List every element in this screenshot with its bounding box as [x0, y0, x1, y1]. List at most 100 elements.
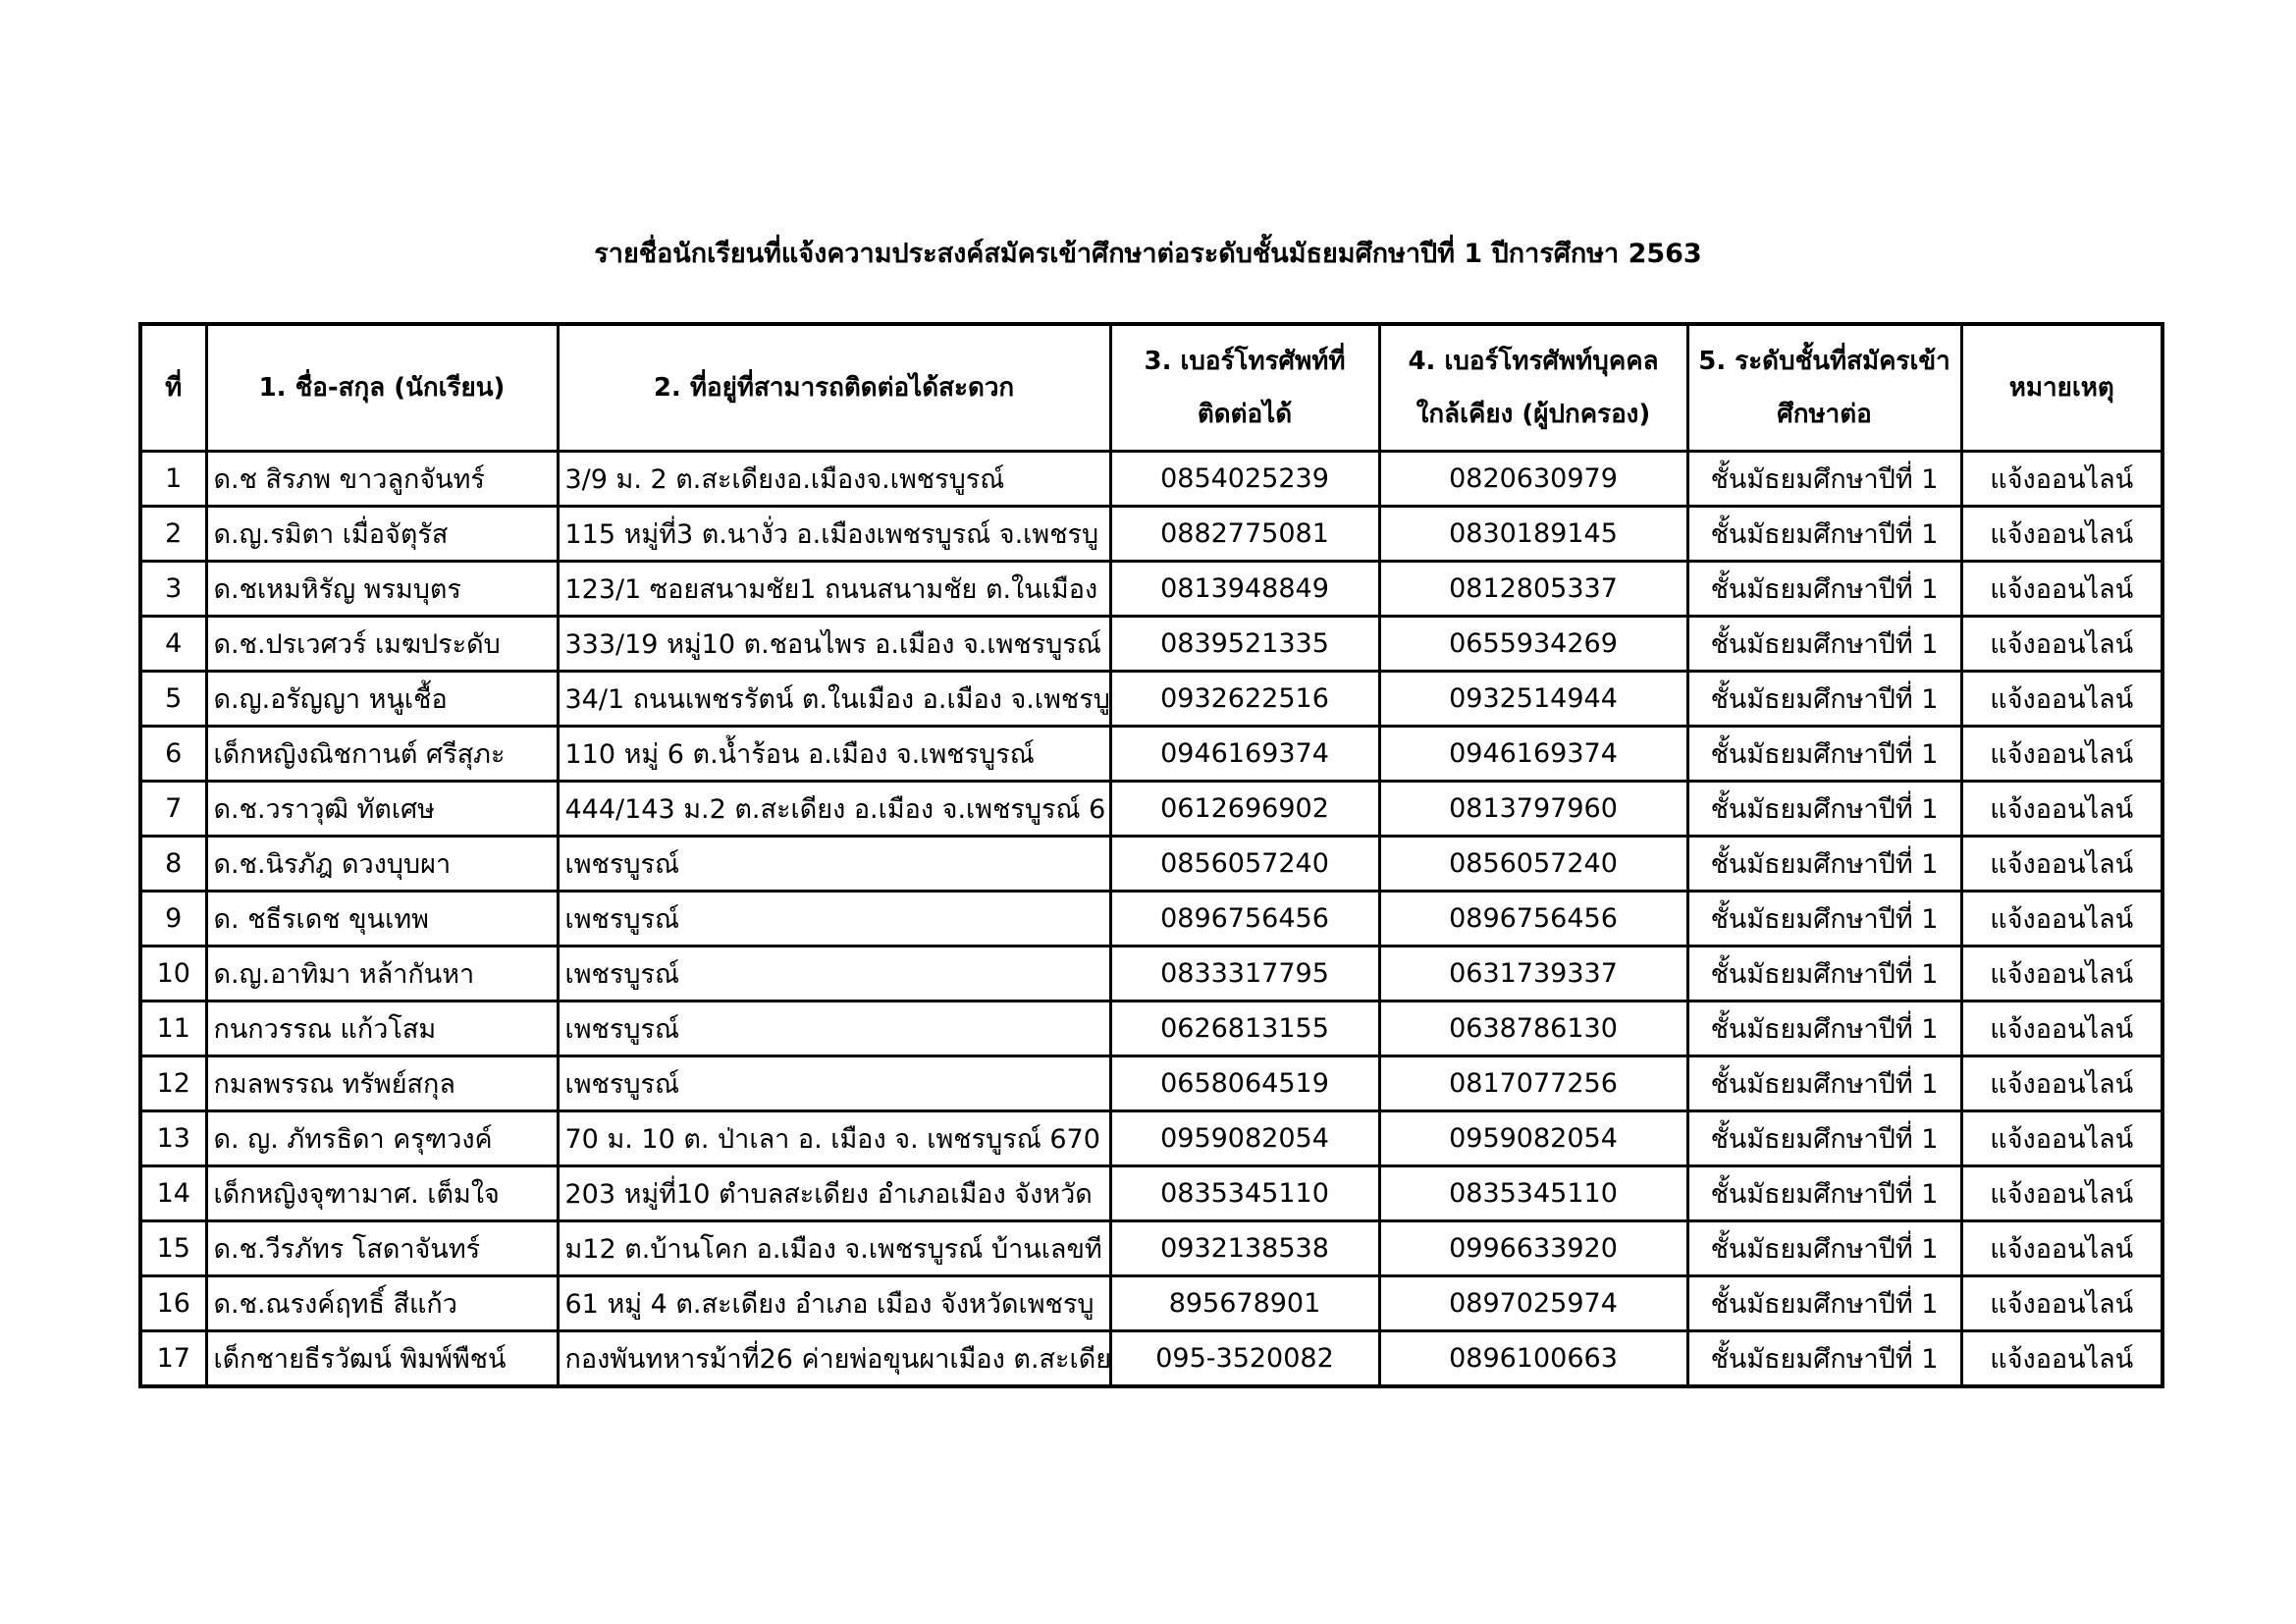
table-row: 12 กมลพรรณ ทรัพย์สกุล เพชรบูรณ์ 0658064519 0…	[138, 1055, 2164, 1112]
cell-remark: แจ้งออนไลน์	[1959, 1164, 2164, 1222]
table-row: 3 ด.ชเหมหิรัญ พรมบุตร 123/1 ซอยสนามชัย1 ถน…	[138, 560, 2164, 618]
cell-address: 110 หมู่ 6 ต.น้ำร้อน อ.เมือง จ.เพชรบูรณ์	[556, 725, 1112, 783]
cell-address: 70 ม. 10 ต. ป่าเลา อ. เมือง จ. เพชรบูรณ์…	[556, 1110, 1112, 1167]
cell-guardian-phone: 0897025974	[1377, 1274, 1689, 1332]
cell-grade-applied: ชั้นมัธยมศึกษาปีที่ 1	[1685, 1219, 1963, 1277]
cell-grade-applied: ชั้นมัธยมศึกษาปีที่ 1	[1685, 670, 1963, 728]
table-row: 7 ด.ช.วราวุฒิ ทัตเศษ 444/143 ม.2 ต.สะเดียง…	[138, 780, 2164, 838]
cell-guardian-phone: 0835345110	[1377, 1164, 1689, 1222]
cell-phone: 0658064519	[1108, 1055, 1381, 1112]
cell-address: เพชรบูรณ์	[556, 890, 1112, 947]
cell-student-name: เด็กหญิงณิชกานต์ ศรีสุภะ	[204, 725, 560, 783]
cell-index: 17	[138, 1329, 208, 1388]
cell-address: 444/143 ม.2 ต.สะเดียง อ.เมือง จ.เพชรบูรณ…	[556, 780, 1112, 838]
cell-index: 14	[138, 1164, 208, 1222]
cell-index: 11	[138, 1000, 208, 1057]
cell-student-name: ด.ช สิรภพ ขาวลูกจันทร์	[204, 450, 560, 508]
cell-address: เพชรบูรณ์	[556, 1055, 1112, 1112]
cell-index: 5	[138, 670, 208, 728]
cell-guardian-phone: 0896100663	[1377, 1329, 1689, 1388]
cell-guardian-phone: 0959082054	[1377, 1110, 1689, 1167]
cell-student-name: ด.ญ.อรัญญา หนูเชื้อ	[204, 670, 560, 728]
cell-address: 115 หมู่ที่3 ต.นางั่ว อ.เมืองเพชรบูรณ์ จ…	[556, 505, 1112, 563]
cell-index: 2	[138, 505, 208, 563]
column-header-remark: หมายเหตุ	[1959, 322, 2164, 453]
cell-remark: แจ้งออนไลน์	[1959, 725, 2164, 783]
table-row: 8 ด.ช.นิรภัฎ ดวงบุบผา เพชรบูรณ์ 0856057240 0…	[138, 835, 2164, 893]
table-row: 13 ด. ญ. ภัทรธิดา ครุฑวงค์ 70 ม. 10 ต. ป่า…	[138, 1110, 2164, 1167]
cell-phone: 895678901	[1108, 1274, 1381, 1332]
cell-student-name: ด.ญ.รมิตา เมื่อจัตุรัส	[204, 505, 560, 563]
cell-grade-applied: ชั้นมัธยมศึกษาปีที่ 1	[1685, 560, 1963, 618]
cell-address: 203 หมู่ที่10 ตำบลสะเดียง อำเภอเมือง จัง…	[556, 1164, 1112, 1222]
cell-remark: แจ้งออนไลน์	[1959, 1110, 2164, 1167]
column-header-student-name: 1. ชื่อ-สกุล (นักเรียน)	[204, 322, 560, 453]
cell-guardian-phone: 0996633920	[1377, 1219, 1689, 1277]
cell-phone: 0835345110	[1108, 1164, 1381, 1222]
cell-phone: 0946169374	[1108, 725, 1381, 783]
table-row: 2 ด.ญ.รมิตา เมื่อจัตุรัส 115 หมู่ที่3 ต.นา…	[138, 505, 2164, 563]
cell-remark: แจ้งออนไลน์	[1959, 615, 2164, 673]
cell-index: 9	[138, 890, 208, 947]
cell-index: 13	[138, 1110, 208, 1167]
cell-grade-applied: ชั้นมัธยมศึกษาปีที่ 1	[1685, 1000, 1963, 1057]
cell-phone: 0612696902	[1108, 780, 1381, 838]
cell-phone: 0839521335	[1108, 615, 1381, 673]
cell-remark: แจ้งออนไลน์	[1959, 890, 2164, 947]
cell-index: 15	[138, 1219, 208, 1277]
cell-student-name: ด.ช.นิรภัฎ ดวงบุบผา	[204, 835, 560, 893]
page-title: รายชื่อนักเรียนที่แจ้งความประสงค์สมัครเข…	[594, 239, 1702, 269]
cell-index: 8	[138, 835, 208, 893]
cell-address: ม12 ต.บ้านโคก อ.เมือง จ.เพชรบูรณ์ บ้านเล…	[556, 1219, 1112, 1277]
cell-address: 3/9 ม. 2 ต.สะเดียงอ.เมืองจ.เพชรบูรณ์	[556, 450, 1112, 508]
cell-grade-applied: ชั้นมัธยมศึกษาปีที่ 1	[1685, 780, 1963, 838]
cell-phone: 0833317795	[1108, 945, 1381, 1002]
cell-index: 6	[138, 725, 208, 783]
cell-student-name: กมลพรรณ ทรัพย์สกุล	[204, 1055, 560, 1112]
table-row: 11 กนกวรรณ แก้วโสม เพชรบูรณ์ 0626813155 0638…	[138, 1000, 2164, 1057]
table-row: 9 ด. ชธีรเดช ขุนเทพ เพชรบูรณ์ 0896756456 089…	[138, 890, 2164, 947]
cell-student-name: ด.ญ.อาทิมา หล้ากันหา	[204, 945, 560, 1002]
table-row: 10 ด.ญ.อาทิมา หล้ากันหา เพชรบูรณ์ 083331779…	[138, 945, 2164, 1002]
cell-remark: แจ้งออนไลน์	[1959, 1329, 2164, 1388]
cell-student-name: กนกวรรณ แก้วโสม	[204, 1000, 560, 1057]
cell-grade-applied: ชั้นมัธยมศึกษาปีที่ 1	[1685, 835, 1963, 893]
cell-student-name: เด็กหญิงจุฑามาศ. เต็มใจ	[204, 1164, 560, 1222]
cell-guardian-phone: 0631739337	[1377, 945, 1689, 1002]
cell-grade-applied: ชั้นมัธยมศึกษาปีที่ 1	[1685, 505, 1963, 563]
cell-student-name: ด.ช.ปรเวศวร์ เมฆประดับ	[204, 615, 560, 673]
cell-student-name: เด็กชายธีรวัฒน์ พิมพ์พืชน์	[204, 1329, 560, 1388]
cell-guardian-phone: 0813797960	[1377, 780, 1689, 838]
cell-index: 10	[138, 945, 208, 1002]
cell-grade-applied: ชั้นมัธยมศึกษาปีที่ 1	[1685, 1329, 1963, 1388]
cell-grade-applied: ชั้นมัธยมศึกษาปีที่ 1	[1685, 450, 1963, 508]
cell-remark: แจ้งออนไลน์	[1959, 1219, 2164, 1277]
cell-remark: แจ้งออนไลน์	[1959, 1274, 2164, 1332]
cell-grade-applied: ชั้นมัธยมศึกษาปีที่ 1	[1685, 1164, 1963, 1222]
cell-guardian-phone: 0946169374	[1377, 725, 1689, 783]
table-row: 15 ด.ช.วีรภัทร โสดาจันทร์ ม12 ต.บ้านโคก อ.…	[138, 1219, 2164, 1277]
cell-student-name: ด.ช.วีรภัทร โสดาจันทร์	[204, 1219, 560, 1277]
cell-remark: แจ้งออนไลน์	[1959, 1000, 2164, 1057]
cell-remark: แจ้งออนไลน์	[1959, 560, 2164, 618]
cell-address: เพชรบูรณ์	[556, 945, 1112, 1002]
cell-grade-applied: ชั้นมัธยมศึกษาปีที่ 1	[1685, 615, 1963, 673]
cell-phone: 0932138538	[1108, 1219, 1381, 1277]
cell-address: เพชรบูรณ์	[556, 835, 1112, 893]
column-header-grade-applied: 5. ระดับชั้นที่สมัครเข้าศึกษาต่อ	[1685, 322, 1963, 453]
cell-guardian-phone: 0638786130	[1377, 1000, 1689, 1057]
cell-student-name: ด.ชเหมหิรัญ พรมบุตร	[204, 560, 560, 618]
cell-student-name: ด. ญ. ภัทรธิดา ครุฑวงค์	[204, 1110, 560, 1167]
cell-phone: 0882775081	[1108, 505, 1381, 563]
cell-index: 4	[138, 615, 208, 673]
table-row: 4 ด.ช.ปรเวศวร์ เมฆประดับ 333/19 หมู่10 ต.ช…	[138, 615, 2164, 673]
header-row: ที่ 1. ชื่อ-สกุล (นักเรียน) 2. ที่อยู่ที่ส…	[138, 322, 2164, 453]
table-row: 6 เด็กหญิงณิชกานต์ ศรีสุภะ 110 หมู่ 6 ต.น้…	[138, 725, 2164, 783]
cell-remark: แจ้งออนไลน์	[1959, 780, 2164, 838]
cell-remark: แจ้งออนไลน์	[1959, 450, 2164, 508]
cell-phone: 0896756456	[1108, 890, 1381, 947]
cell-guardian-phone: 0820630979	[1377, 450, 1689, 508]
cell-guardian-phone: 0856057240	[1377, 835, 1689, 893]
cell-address: 61 หมู่ 4 ต.สะเดียง อำเภอ เมือง จังหวัดเ…	[556, 1274, 1112, 1332]
cell-index: 7	[138, 780, 208, 838]
